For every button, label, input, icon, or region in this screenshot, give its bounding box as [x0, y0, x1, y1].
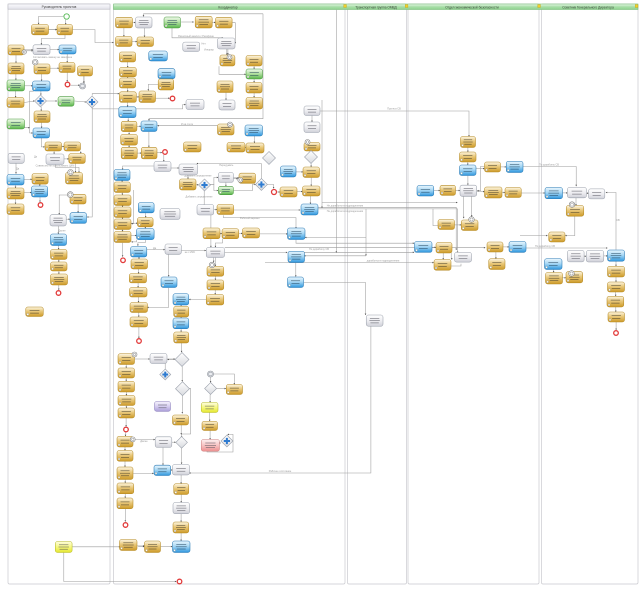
svg-text:Рабочий вариант: Рабочий вариант [240, 217, 261, 220]
svg-text:Прогноз СВ: Прогноз СВ [387, 108, 401, 111]
svg-text:По доработку СВ: По доработку СВ [309, 248, 329, 251]
svg-text:Транспортная группа ОМВД: Транспортная группа ОМВД [355, 5, 397, 9]
svg-text:Далее: Далее [140, 440, 148, 443]
svg-text:Игнорир: Игнорир [204, 49, 214, 52]
svg-text:Да: Да [34, 155, 38, 158]
svg-text:Да: Да [153, 247, 157, 250]
svg-text:доработка в подразделении: доработка в подразделении [367, 260, 400, 263]
svg-text:Рабочее состояние: Рабочее состояние [269, 470, 292, 473]
svg-text:Совместно не использовать ЦКМ: Совместно не использовать ЦКМ [36, 165, 75, 168]
svg-text:Советник Генерального Директор: Советник Генерального Директора [562, 5, 614, 9]
svg-text:Далее: Далее [58, 230, 66, 233]
svg-text:Разносный анализ с Резофоне: Разносный анализ с Резофоне [178, 35, 214, 38]
svg-text:Не доработки в подразделении: Не доработки в подразделении [327, 210, 364, 213]
svg-text:СВ: СВ [616, 219, 620, 222]
svg-text:Да: Да [16, 167, 20, 170]
svg-text:Нет: Нет [201, 42, 206, 45]
svg-text:И на счете: И на счете [181, 123, 194, 126]
svg-text:Не доработки в подразделении: Не доработки в подразделении [327, 205, 364, 208]
svg-text:не с ИКС: не с ИКС [185, 251, 196, 254]
svg-text:Координатор: Координатор [218, 5, 237, 9]
svg-text:Передумать: Передумать [219, 164, 234, 167]
svg-text:Добавить определение: Добавить определение [186, 196, 214, 199]
svg-text:Добавить определение: Добавить определение [185, 174, 213, 177]
svg-text:По доработку СВ: По доработку СВ [539, 164, 559, 167]
svg-text:Руководитель проектов: Руководитель проектов [42, 5, 77, 9]
svg-text:Согласовать замену не завершен: Согласовать замену не завершен [33, 56, 73, 59]
svg-text:Отдел экономической безопаснос: Отдел экономической безопасности [445, 5, 499, 9]
svg-text:По доработку СВ: По доработку СВ [535, 245, 555, 248]
